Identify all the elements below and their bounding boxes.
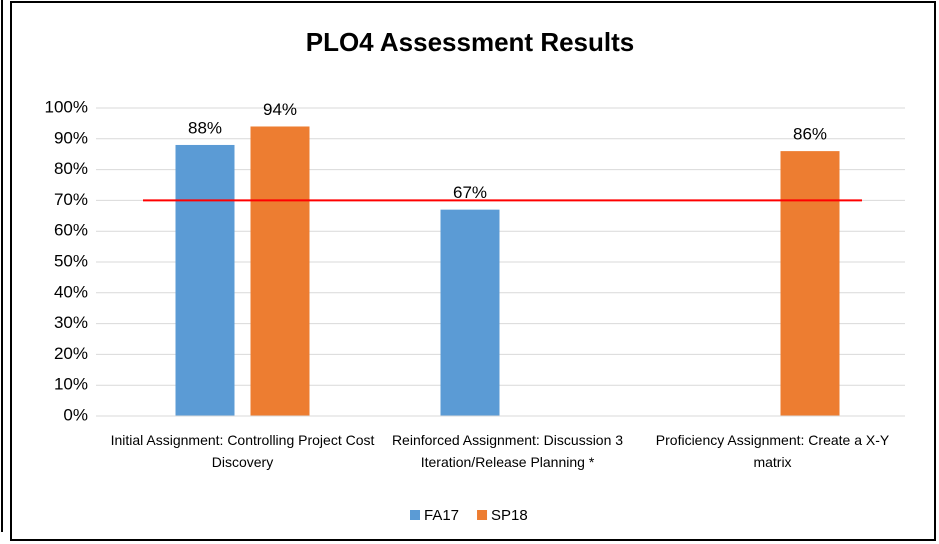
x-tick-label: Initial Assignment: Controlling Project … [110, 432, 375, 470]
y-tick-label: 10% [54, 375, 88, 394]
y-tick-label: 40% [54, 282, 88, 301]
bar [780, 151, 840, 416]
chart-title: PLO4 Assessment Results [306, 27, 635, 57]
x-tick-label: Proficiency Assignment: Create a X-Y mat… [655, 432, 890, 470]
legend-swatch [410, 510, 420, 520]
y-tick-label: 60% [54, 221, 88, 240]
bar [440, 209, 500, 416]
bar [175, 144, 235, 416]
y-tick-label: 90% [54, 128, 88, 147]
legend-swatch [477, 510, 488, 520]
legend-label: FA17 [424, 507, 459, 524]
y-tick-label: 20% [54, 344, 88, 363]
x-tick-label: Reinforced Assignment: Discussion 3 Iter… [391, 432, 624, 470]
legend-label: SP18 [491, 507, 528, 524]
y-tick-label: 50% [54, 251, 88, 270]
y-tick-label: 100% [45, 97, 88, 116]
y-tick-label: 80% [54, 159, 88, 178]
y-tick-label: 30% [54, 313, 88, 332]
value-label: 67% [453, 183, 487, 202]
y-tick-label: 0% [63, 405, 88, 424]
bar [250, 126, 310, 416]
y-tick-label: 70% [54, 190, 88, 209]
value-label: 86% [793, 125, 827, 144]
value-label: 88% [188, 118, 222, 137]
value-label: 94% [263, 100, 297, 119]
